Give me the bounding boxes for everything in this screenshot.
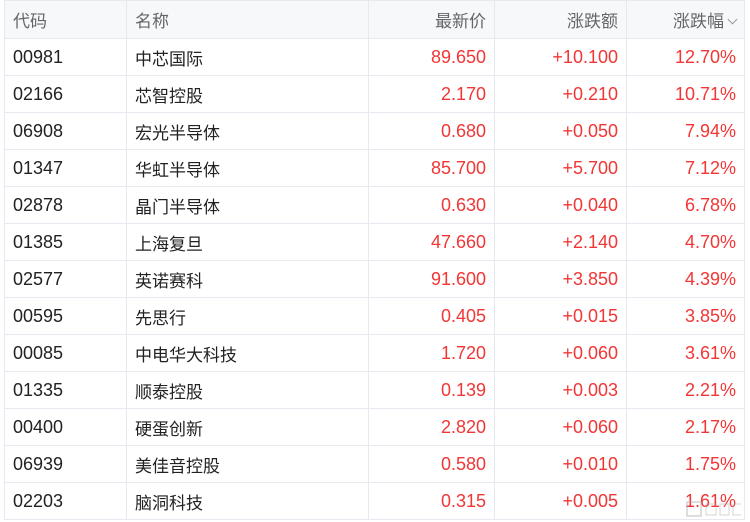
- cell-name: 芯智控股: [126, 75, 369, 113]
- cell-code: 00400: [4, 408, 127, 446]
- cell-change: +0.003: [494, 371, 627, 409]
- table-row[interactable]: 01335 顺泰控股 0.139 +0.003 2.21%: [4, 371, 745, 409]
- cell-pct: 2.17%: [626, 408, 745, 446]
- cell-price: 47.660: [368, 223, 495, 261]
- cell-code: 00595: [4, 297, 127, 335]
- cell-pct: 10.71%: [626, 75, 745, 113]
- cell-name: 脑洞科技: [126, 482, 369, 520]
- cell-pct: 6.78%: [626, 186, 745, 224]
- cell-pct: 7.94%: [626, 112, 745, 150]
- watermark-logo: [686, 501, 741, 517]
- cell-change: +2.140: [494, 223, 627, 261]
- cell-code: 06908: [4, 112, 127, 150]
- table-row[interactable]: 00400 硬蛋创新 2.820 +0.060 2.17%: [4, 408, 745, 446]
- cell-pct: 4.39%: [626, 260, 745, 298]
- cell-price: 2.820: [368, 408, 495, 446]
- cell-pct: 7.12%: [626, 149, 745, 187]
- cell-change: +0.005: [494, 482, 627, 520]
- cell-code: 02577: [4, 260, 127, 298]
- cell-price: 91.600: [368, 260, 495, 298]
- table-row[interactable]: 00085 中电华大科技 1.720 +0.060 3.61%: [4, 334, 745, 372]
- cell-change: +5.700: [494, 149, 627, 187]
- cell-pct: 1.61%: [626, 482, 745, 520]
- cell-code: 02166: [4, 75, 127, 113]
- cell-name: 美佳音控股: [126, 445, 369, 483]
- cell-price: 1.720: [368, 334, 495, 372]
- chevron-down-icon[interactable]: [727, 14, 738, 25]
- table-row[interactable]: 06939 美佳音控股 0.580 +0.010 1.75%: [4, 445, 745, 483]
- table-row[interactable]: 02878 晶门半导体 0.630 +0.040 6.78%: [4, 186, 745, 224]
- cell-change: +0.060: [494, 408, 627, 446]
- cell-name: 中芯国际: [126, 38, 369, 76]
- stock-table: 代码 名称 最新价 涨跌额 涨跌幅 00981 中芯国际 89.650 +10.100…: [4, 0, 745, 520]
- cell-change: +0.050: [494, 112, 627, 150]
- table-header: 代码 名称 最新价 涨跌额 涨跌幅: [4, 0, 745, 39]
- cell-pct: 4.70%: [626, 223, 745, 261]
- cell-name: 华虹半导体: [126, 149, 369, 187]
- cell-code: 00085: [4, 334, 127, 372]
- cell-price: 0.315: [368, 482, 495, 520]
- table-row[interactable]: 00595 先思行 0.405 +0.015 3.85%: [4, 297, 745, 335]
- table-row[interactable]: 02166 芯智控股 2.170 +0.210 10.71%: [4, 75, 745, 113]
- cell-price: 0.630: [368, 186, 495, 224]
- table-row[interactable]: 02203 脑洞科技 0.315 +0.005 1.61%: [4, 482, 745, 520]
- cell-pct: 3.61%: [626, 334, 745, 372]
- cell-code: 01347: [4, 149, 127, 187]
- header-pct-label: 涨跌幅: [673, 12, 724, 32]
- cell-name: 硬蛋创新: [126, 408, 369, 446]
- cell-name: 顺泰控股: [126, 371, 369, 409]
- table-row[interactable]: 02577 英诺赛科 91.600 +3.850 4.39%: [4, 260, 745, 298]
- cell-price: 2.170: [368, 75, 495, 113]
- header-pct[interactable]: 涨跌幅: [626, 0, 745, 39]
- table-row[interactable]: 01385 上海复旦 47.660 +2.140 4.70%: [4, 223, 745, 261]
- cell-code: 06939: [4, 445, 127, 483]
- cell-change: +0.040: [494, 186, 627, 224]
- table-row[interactable]: 00981 中芯国际 89.650 +10.100 12.70%: [4, 38, 745, 76]
- cell-change: +3.850: [494, 260, 627, 298]
- cell-name: 英诺赛科: [126, 260, 369, 298]
- cell-pct: 2.21%: [626, 371, 745, 409]
- cell-pct: 3.85%: [626, 297, 745, 335]
- cell-price: 0.405: [368, 297, 495, 335]
- cell-price: 89.650: [368, 38, 495, 76]
- cell-pct: 1.75%: [626, 445, 745, 483]
- cell-name: 中电华大科技: [126, 334, 369, 372]
- header-code[interactable]: 代码: [4, 0, 127, 39]
- cell-change: +0.015: [494, 297, 627, 335]
- cell-change: +10.100: [494, 38, 627, 76]
- cell-code: 02878: [4, 186, 127, 224]
- header-name[interactable]: 名称: [126, 0, 369, 39]
- cell-name: 上海复旦: [126, 223, 369, 261]
- cell-price: 0.680: [368, 112, 495, 150]
- header-price[interactable]: 最新价: [368, 0, 495, 39]
- cell-code: 02203: [4, 482, 127, 520]
- cell-code: 01385: [4, 223, 127, 261]
- table-row[interactable]: 01347 华虹半导体 85.700 +5.700 7.12%: [4, 149, 745, 187]
- cell-price: 0.580: [368, 445, 495, 483]
- cell-name: 宏光半导体: [126, 112, 369, 150]
- cell-pct: 12.70%: [626, 38, 745, 76]
- cell-price: 0.139: [368, 371, 495, 409]
- cell-change: +0.210: [494, 75, 627, 113]
- cell-name: 晶门半导体: [126, 186, 369, 224]
- cell-code: 00981: [4, 38, 127, 76]
- cell-price: 85.700: [368, 149, 495, 187]
- cell-change: +0.060: [494, 334, 627, 372]
- cell-code: 01335: [4, 371, 127, 409]
- cell-name: 先思行: [126, 297, 369, 335]
- table-row[interactable]: 06908 宏光半导体 0.680 +0.050 7.94%: [4, 112, 745, 150]
- cell-change: +0.010: [494, 445, 627, 483]
- header-change[interactable]: 涨跌额: [494, 0, 627, 39]
